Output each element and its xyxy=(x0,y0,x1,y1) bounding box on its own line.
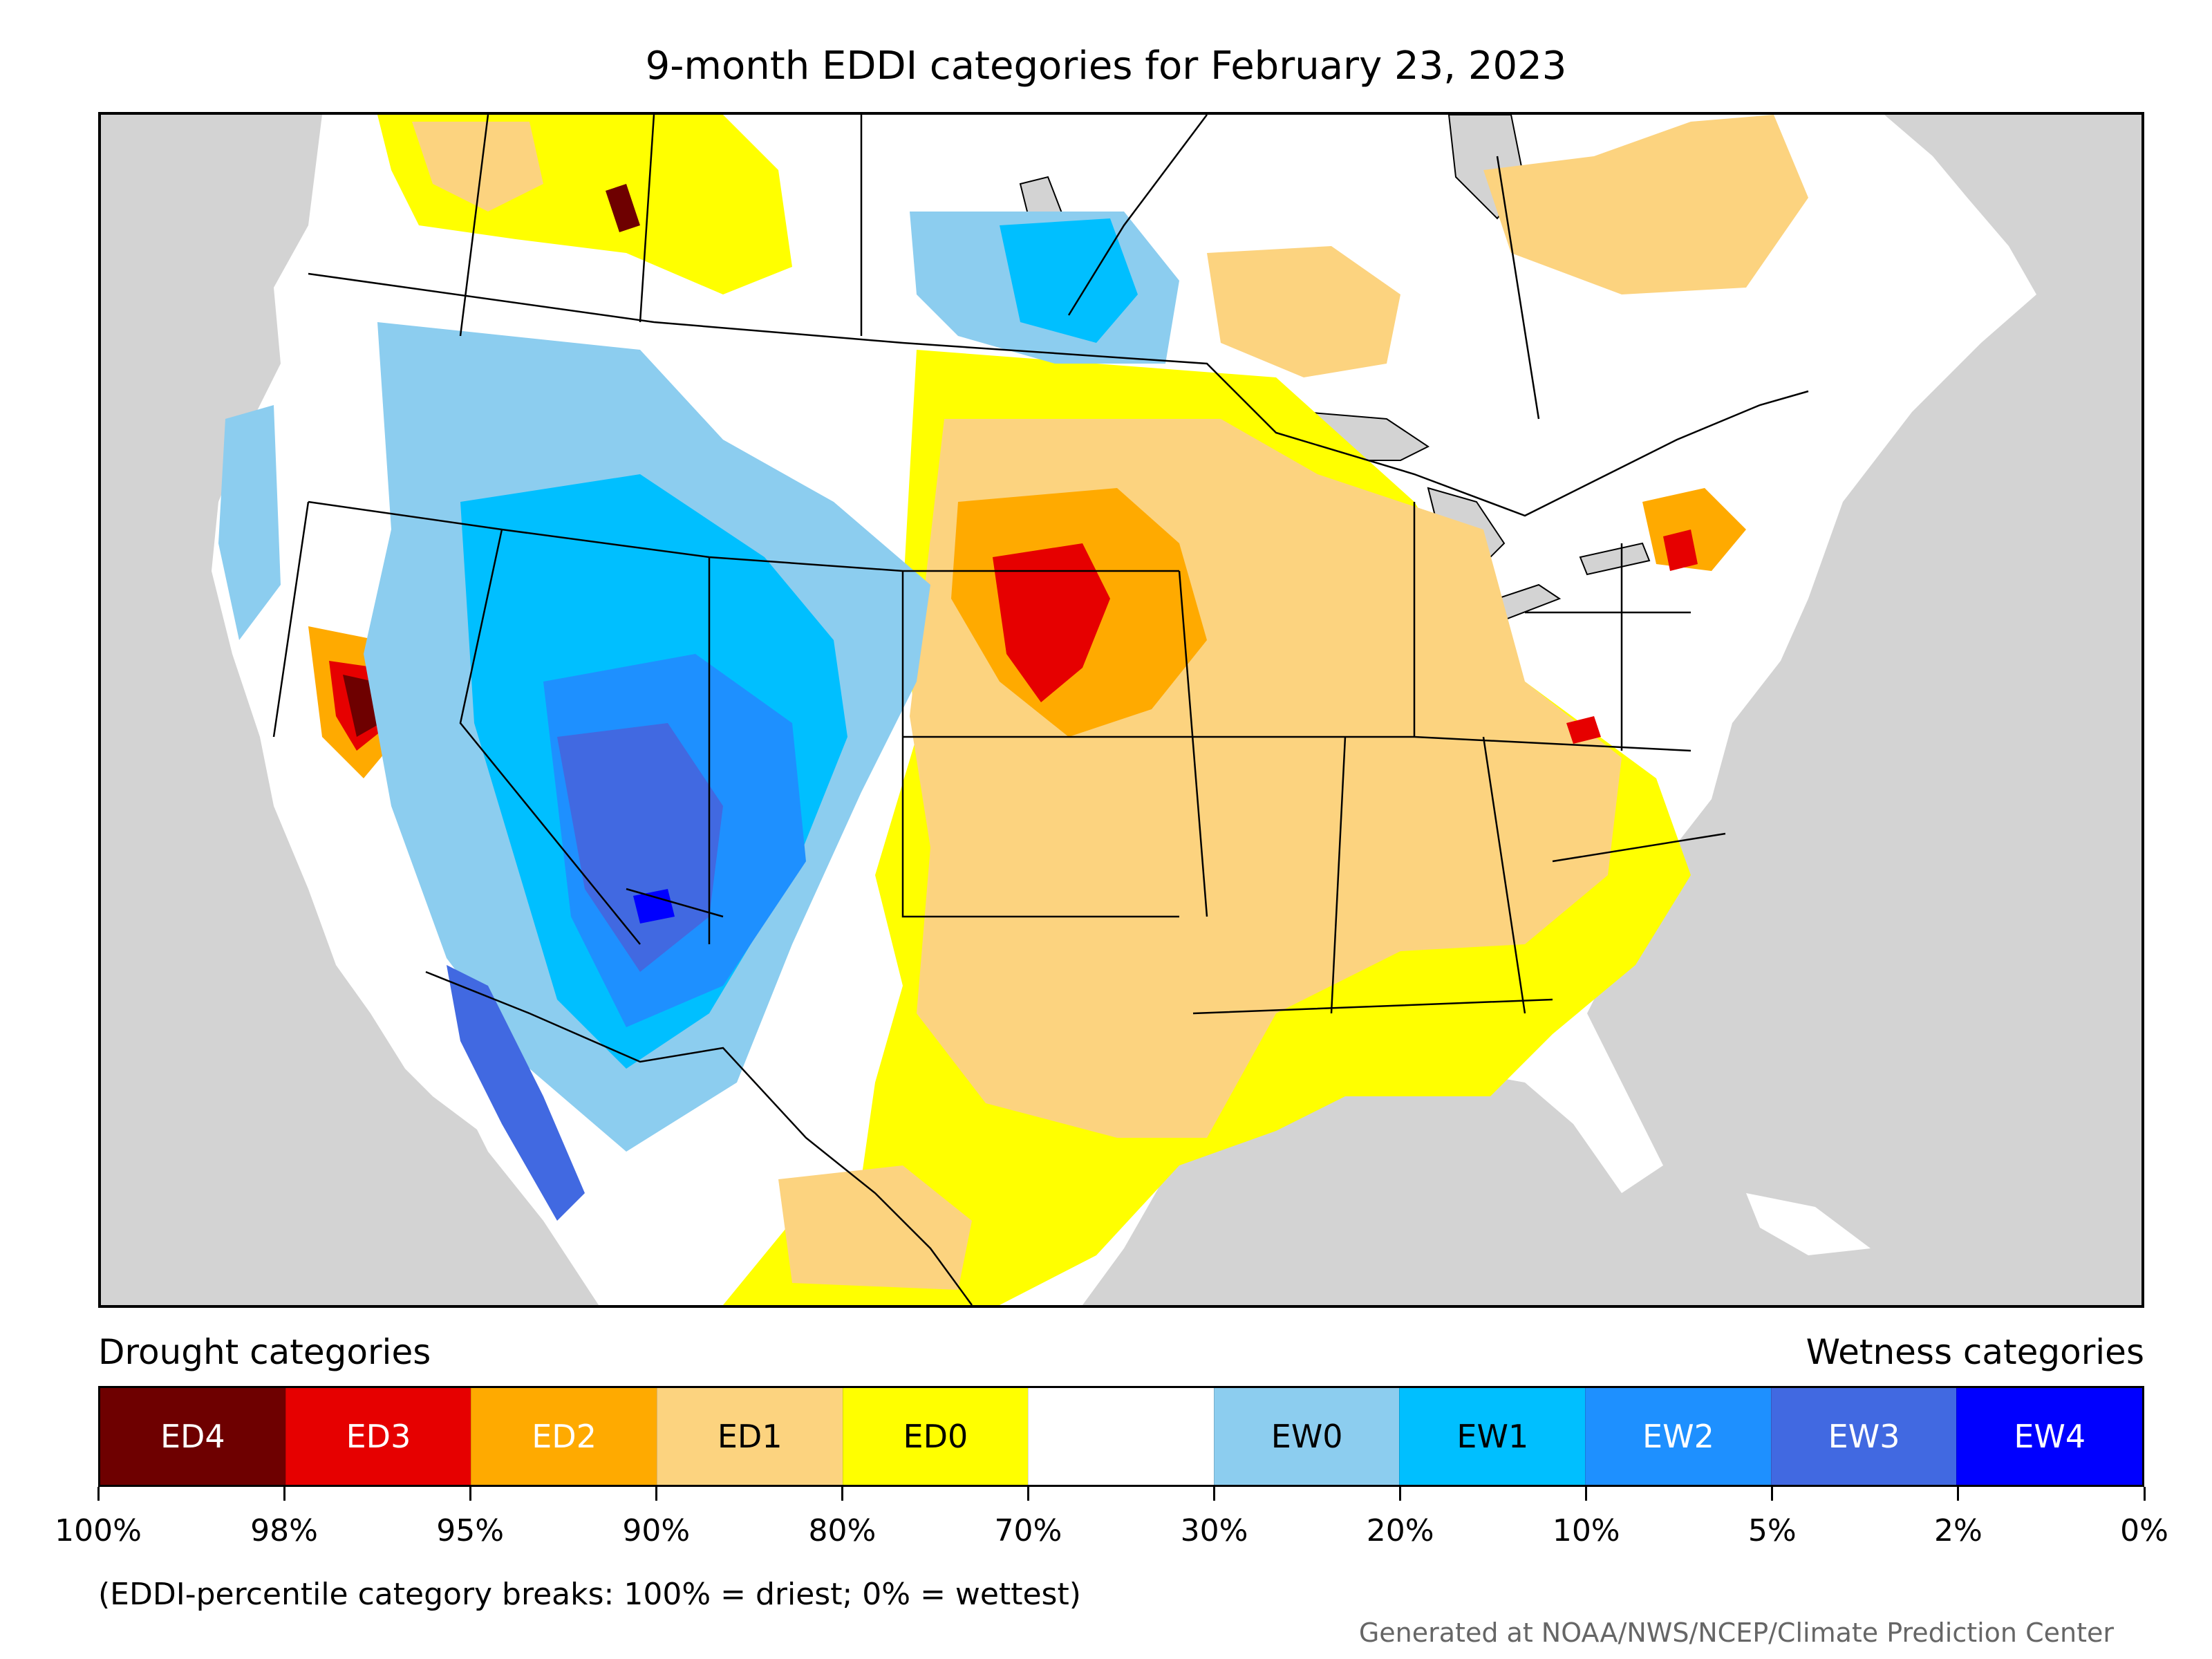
colorbar-tick-label: 95% xyxy=(436,1513,505,1548)
colorbar-cell-ed0: ED0 xyxy=(842,1388,1029,1485)
colorbar-tick xyxy=(469,1487,471,1501)
drought-categories-label: Drought categories xyxy=(98,1332,431,1372)
colorbar-tick xyxy=(2143,1487,2146,1501)
colorbar-tick xyxy=(1213,1487,1216,1501)
state-lines-east xyxy=(1413,502,1726,863)
state-lines-west xyxy=(272,500,1179,945)
colorbar-tick xyxy=(1957,1487,1960,1501)
colorbar-tick-label: 2% xyxy=(1934,1513,1983,1548)
colorbar-tick-label: 0% xyxy=(2120,1513,2168,1548)
colorbar-cell-ew1: EW1 xyxy=(1399,1388,1586,1485)
colorbar-cell-ew0: EW0 xyxy=(1213,1388,1400,1485)
colorbar-tick-label: 100% xyxy=(55,1513,142,1548)
colorbar-tick xyxy=(1771,1487,1774,1501)
colorbar-cell-ew2: EW2 xyxy=(1585,1388,1771,1485)
map-title: 9-month EDDI categories for February 23,… xyxy=(645,44,1567,88)
colorbar-tick xyxy=(283,1487,285,1501)
patch-ew0-pacific-coast xyxy=(218,405,281,640)
colorbar-cell-ed3: ED3 xyxy=(285,1388,471,1485)
us-mexico-border xyxy=(425,971,973,1305)
patch-ew1-manitoba xyxy=(1000,218,1138,343)
colorbar-tick xyxy=(1399,1487,1402,1501)
colorbar-cell-ed1: ED1 xyxy=(656,1388,843,1485)
colorbar-cell-ew4: EW4 xyxy=(1956,1388,2143,1485)
colorbar-cell-ed4: ED4 xyxy=(100,1388,285,1485)
colorbar-cell-ed2: ED2 xyxy=(471,1388,657,1485)
patch-ed1-east-canada xyxy=(1483,115,1808,294)
state-lines-central xyxy=(903,570,1691,1015)
category-colorbar: ED4 ED3 ED2 ED1 ED0 EW0 EW1 EW2 EW3 EW4 xyxy=(98,1386,2144,1487)
eddi-map xyxy=(98,112,2144,1308)
colorbar-tick-label: 90% xyxy=(622,1513,691,1548)
cuba-land xyxy=(1746,1193,1871,1255)
colorbar-tick xyxy=(841,1487,843,1501)
eddi-patches xyxy=(218,115,1808,1305)
patch-ed4-bc xyxy=(606,184,640,232)
colorbar-tick xyxy=(1585,1487,1588,1501)
colorbar-tick xyxy=(655,1487,657,1501)
map-canvas xyxy=(212,115,2036,1305)
patch-ed3-nebraska xyxy=(993,543,1110,702)
patch-ed1-texas-south xyxy=(778,1165,972,1290)
us-canada-border xyxy=(308,272,1809,517)
patch-ed1-canada-west xyxy=(412,122,543,212)
colorbar-cell-ew3: EW3 xyxy=(1770,1388,1957,1485)
colorbar-tick-label: 70% xyxy=(994,1513,1062,1548)
colorbar-tick-label: 98% xyxy=(250,1513,318,1548)
patch-ew3-arizona xyxy=(557,723,723,972)
colorbar-ticks xyxy=(97,1487,2146,1501)
patch-ed3-ny xyxy=(1663,529,1698,571)
patch-ew3-baja xyxy=(447,965,585,1221)
colorbar-tick-label: 80% xyxy=(808,1513,877,1548)
colorbar-tick-label: 10% xyxy=(1552,1513,1620,1548)
colorbar-tick xyxy=(97,1487,100,1501)
political-boundaries xyxy=(272,115,1809,1305)
colorbar-tick-label: 30% xyxy=(1180,1513,1248,1548)
colorbar-tick-label: 5% xyxy=(1747,1513,1797,1548)
wetness-categories-label: Wetness categories xyxy=(1806,1332,2144,1372)
colorbar-tick xyxy=(1027,1487,1029,1501)
colorbar-tick-label: 20% xyxy=(1366,1513,1434,1548)
canada-province-lines xyxy=(459,115,1540,420)
credit-text: Generated at NOAA/NWS/NCEP/Climate Predi… xyxy=(1358,1618,2114,1648)
patch-ew4-arizona xyxy=(633,889,675,924)
category-note: (EDDI-percentile category breaks: 100% =… xyxy=(98,1577,1081,1612)
colorbar-cell-neutral xyxy=(1028,1388,1214,1485)
patch-ed3-virginia xyxy=(1566,716,1601,744)
patch-ed1-quebec xyxy=(1207,246,1400,377)
